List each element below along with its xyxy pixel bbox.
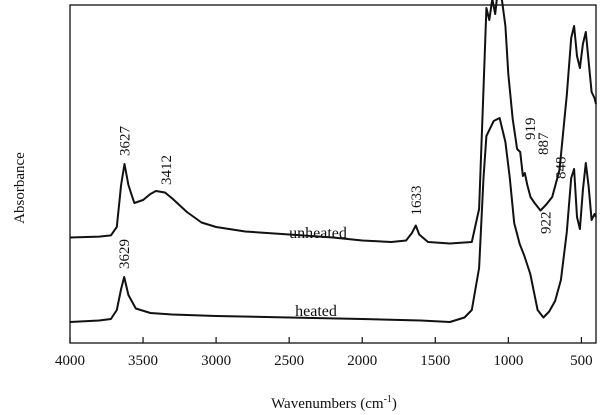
x-tick-label: 3500	[128, 353, 158, 369]
series-label-unheated: unheated	[289, 225, 347, 242]
y-axis-label: Absorbance	[12, 152, 28, 224]
peak-label: 1633	[409, 186, 425, 216]
x-axis-label: Wavenumbers (cm-1)	[271, 394, 397, 412]
x-tick-label: 3000	[201, 353, 231, 369]
x-axis: 4000 3500 3000 2500 2000 1500 1000 500	[55, 337, 593, 369]
peak-label: 3627	[118, 126, 134, 157]
plot-area	[70, 5, 596, 343]
x-tick-label: 500	[570, 353, 593, 369]
peak-label: 3412	[159, 155, 175, 185]
peak-label: 922	[539, 212, 555, 235]
peak-label: 3629	[117, 239, 133, 269]
x-tick-label: 4000	[55, 353, 85, 369]
series-label-heated: heated	[295, 303, 337, 320]
series-line-unheated	[70, 0, 596, 244]
peak-label: 848	[554, 157, 570, 180]
x-tick-label: 2000	[347, 353, 377, 369]
x-tick-label: 2500	[274, 353, 304, 369]
spectra: unheated heated	[70, 0, 596, 322]
x-tick-label: 1000	[493, 353, 523, 369]
plot-frame	[70, 5, 596, 343]
x-tick-label: 1500	[420, 353, 450, 369]
peak-label: 887	[536, 132, 552, 155]
